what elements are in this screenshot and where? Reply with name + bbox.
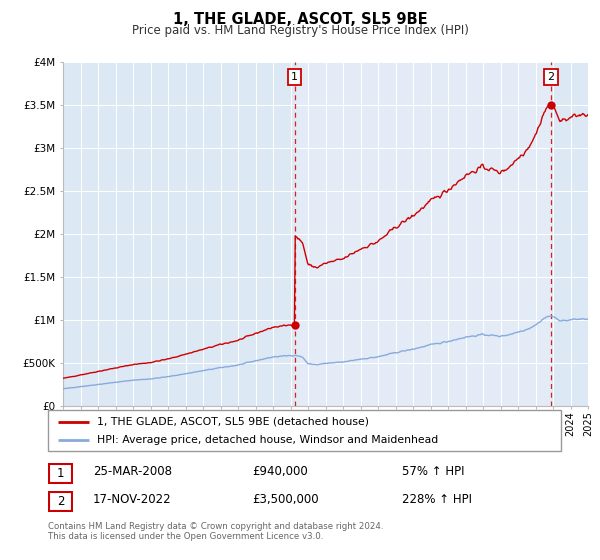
Text: 1, THE GLADE, ASCOT, SL5 9BE: 1, THE GLADE, ASCOT, SL5 9BE	[173, 12, 427, 27]
Text: 1, THE GLADE, ASCOT, SL5 9BE (detached house): 1, THE GLADE, ASCOT, SL5 9BE (detached h…	[97, 417, 369, 427]
Text: This data is licensed under the Open Government Licence v3.0.: This data is licensed under the Open Gov…	[48, 532, 323, 541]
Text: 1: 1	[57, 466, 64, 480]
Text: 57% ↑ HPI: 57% ↑ HPI	[402, 465, 464, 478]
Text: 1: 1	[291, 72, 298, 82]
Bar	[295, 62, 551, 406]
Text: HPI: Average price, detached house, Windsor and Maidenhead: HPI: Average price, detached house, Wind…	[97, 435, 438, 445]
Text: Price paid vs. HM Land Registry's House Price Index (HPI): Price paid vs. HM Land Registry's House …	[131, 24, 469, 37]
Text: £940,000: £940,000	[252, 465, 308, 478]
Text: 2: 2	[57, 494, 64, 508]
Text: 2: 2	[547, 72, 554, 82]
Text: 17-NOV-2022: 17-NOV-2022	[93, 493, 172, 506]
Text: Contains HM Land Registry data © Crown copyright and database right 2024.: Contains HM Land Registry data © Crown c…	[48, 522, 383, 531]
Text: 25-MAR-2008: 25-MAR-2008	[93, 465, 172, 478]
Text: 228% ↑ HPI: 228% ↑ HPI	[402, 493, 472, 506]
Text: £3,500,000: £3,500,000	[252, 493, 319, 506]
